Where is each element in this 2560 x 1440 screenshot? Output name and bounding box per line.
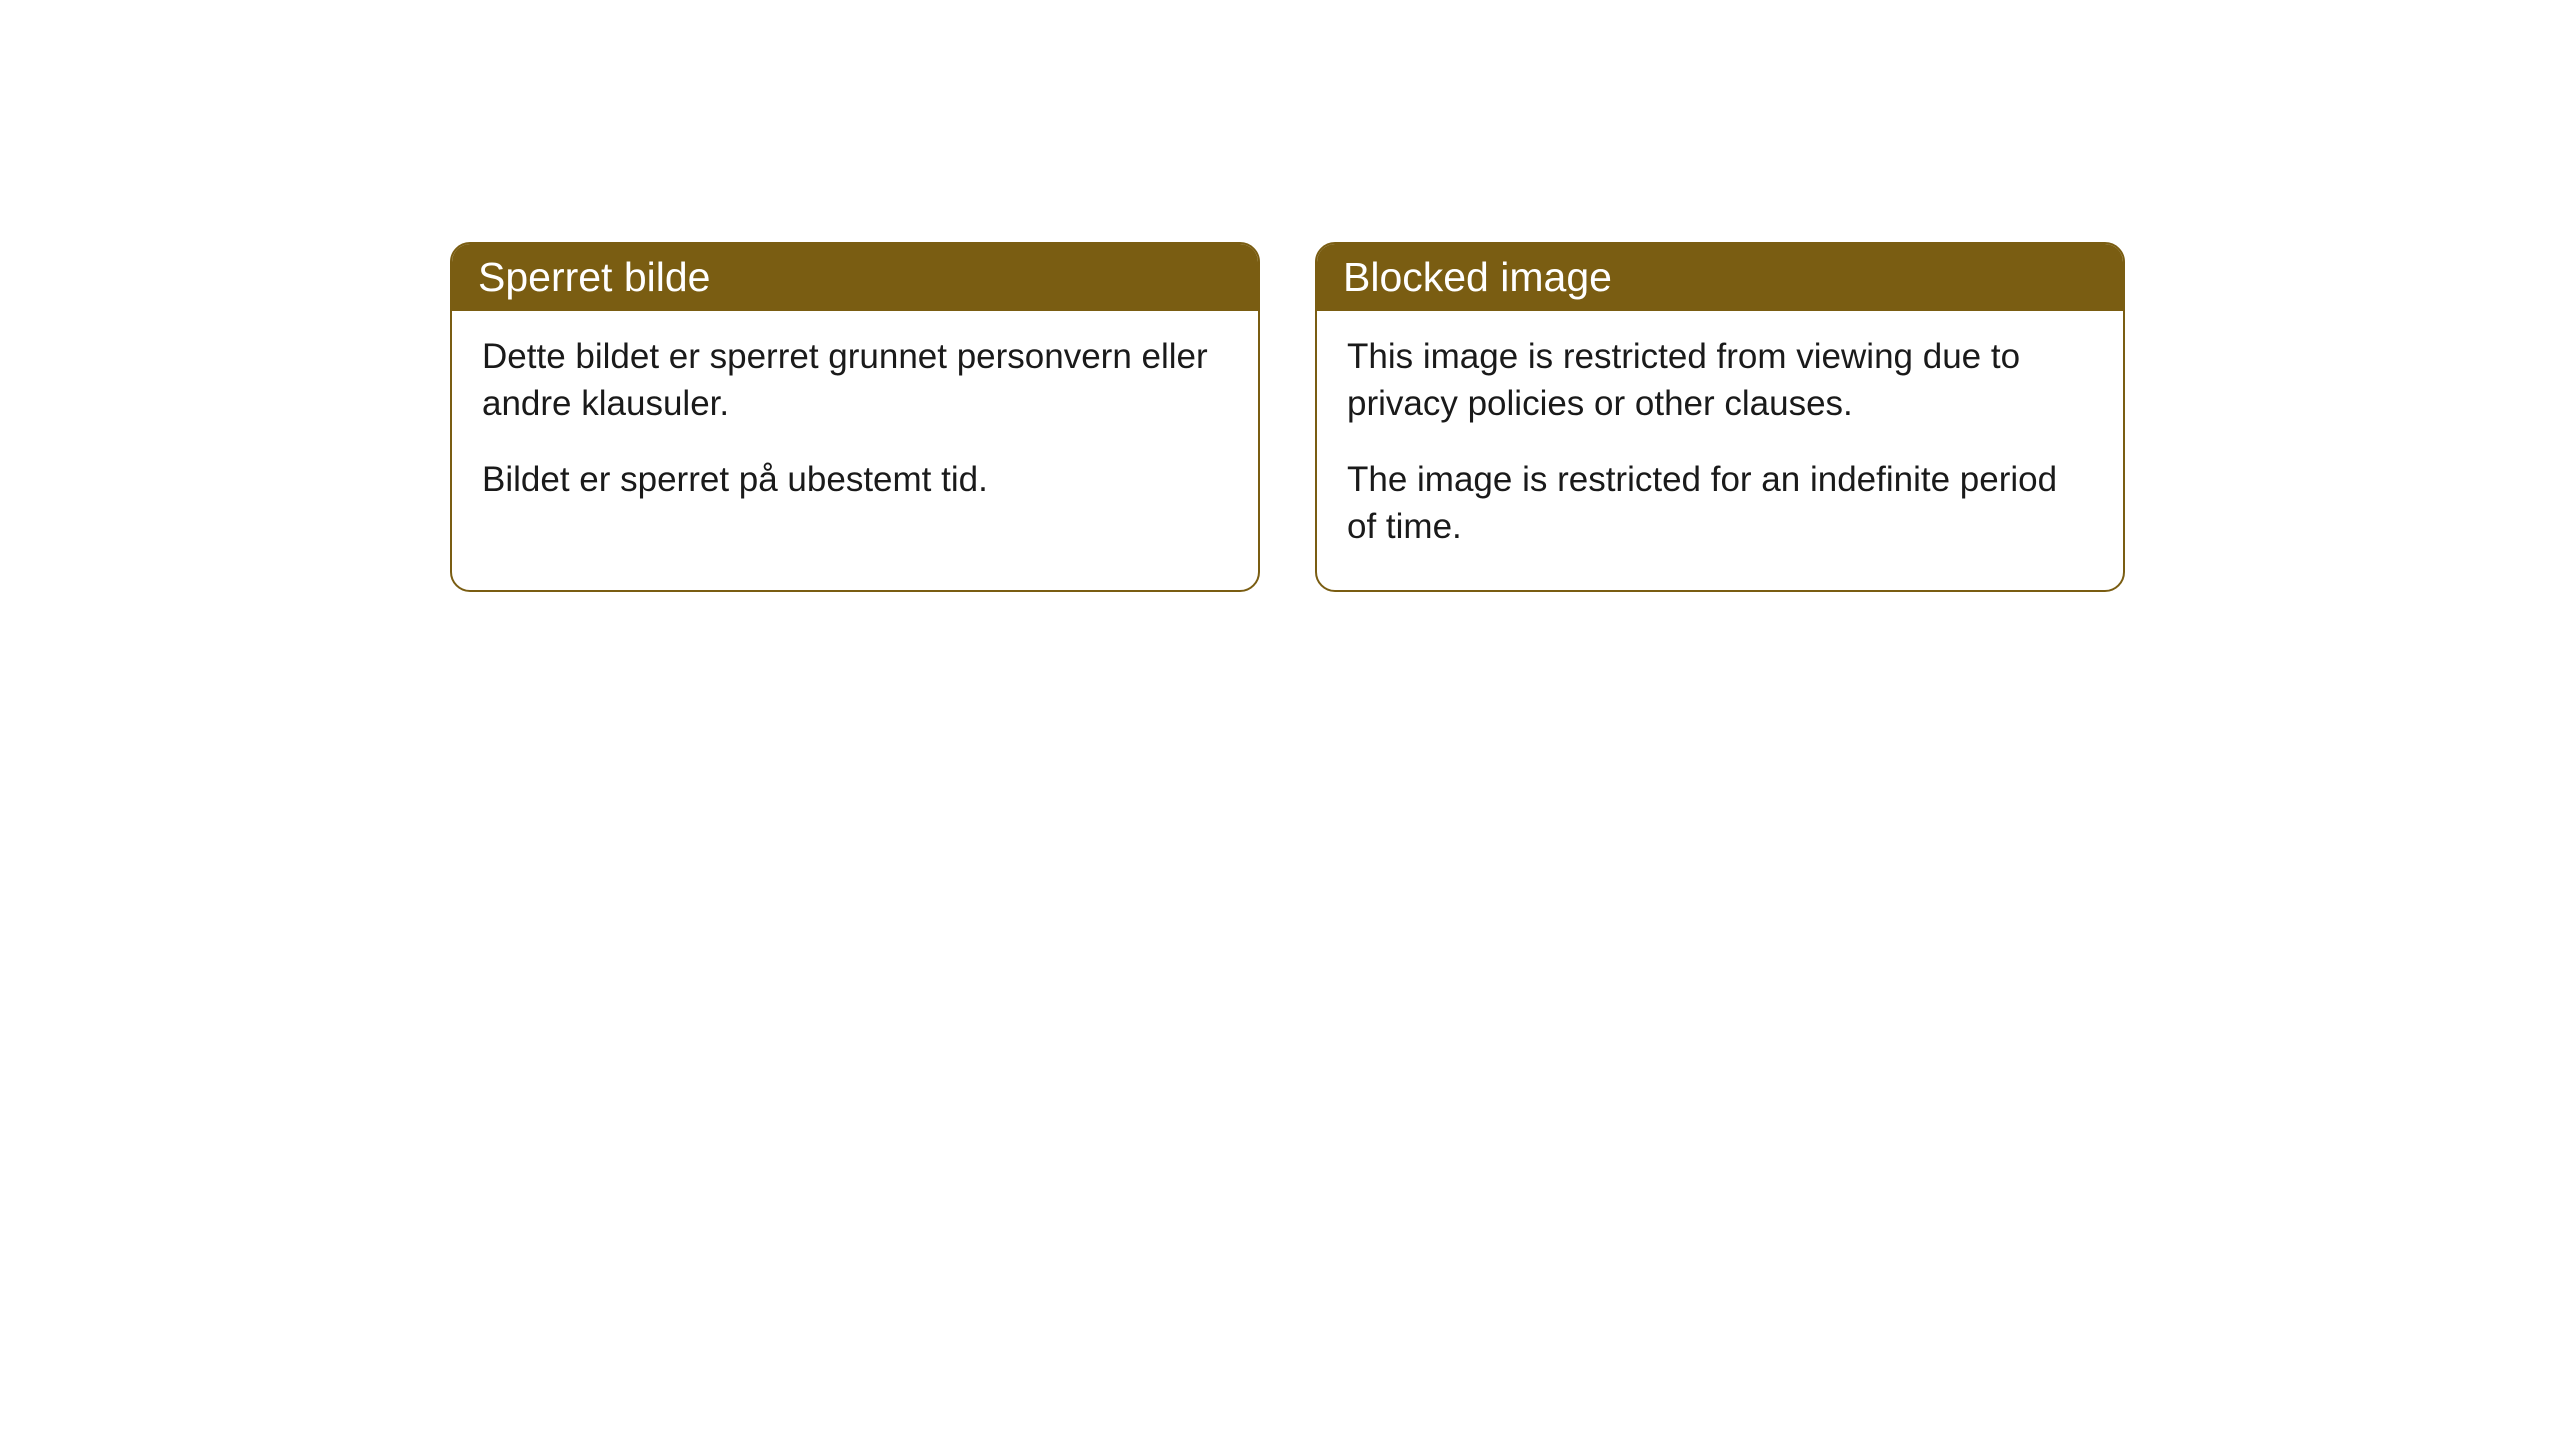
card-header-norwegian: Sperret bilde xyxy=(452,244,1258,311)
card-paragraph: Bildet er sperret på ubestemt tid. xyxy=(482,456,1228,503)
card-header-english: Blocked image xyxy=(1317,244,2123,311)
blocked-image-card-english: Blocked image This image is restricted f… xyxy=(1315,242,2125,592)
cards-container: Sperret bilde Dette bildet er sperret gr… xyxy=(0,0,2560,592)
card-body-english: This image is restricted from viewing du… xyxy=(1317,311,2123,590)
card-paragraph: This image is restricted from viewing du… xyxy=(1347,333,2093,428)
blocked-image-card-norwegian: Sperret bilde Dette bildet er sperret gr… xyxy=(450,242,1260,592)
card-paragraph: The image is restricted for an indefinit… xyxy=(1347,456,2093,551)
card-paragraph: Dette bildet er sperret grunnet personve… xyxy=(482,333,1228,428)
card-body-norwegian: Dette bildet er sperret grunnet personve… xyxy=(452,311,1258,543)
